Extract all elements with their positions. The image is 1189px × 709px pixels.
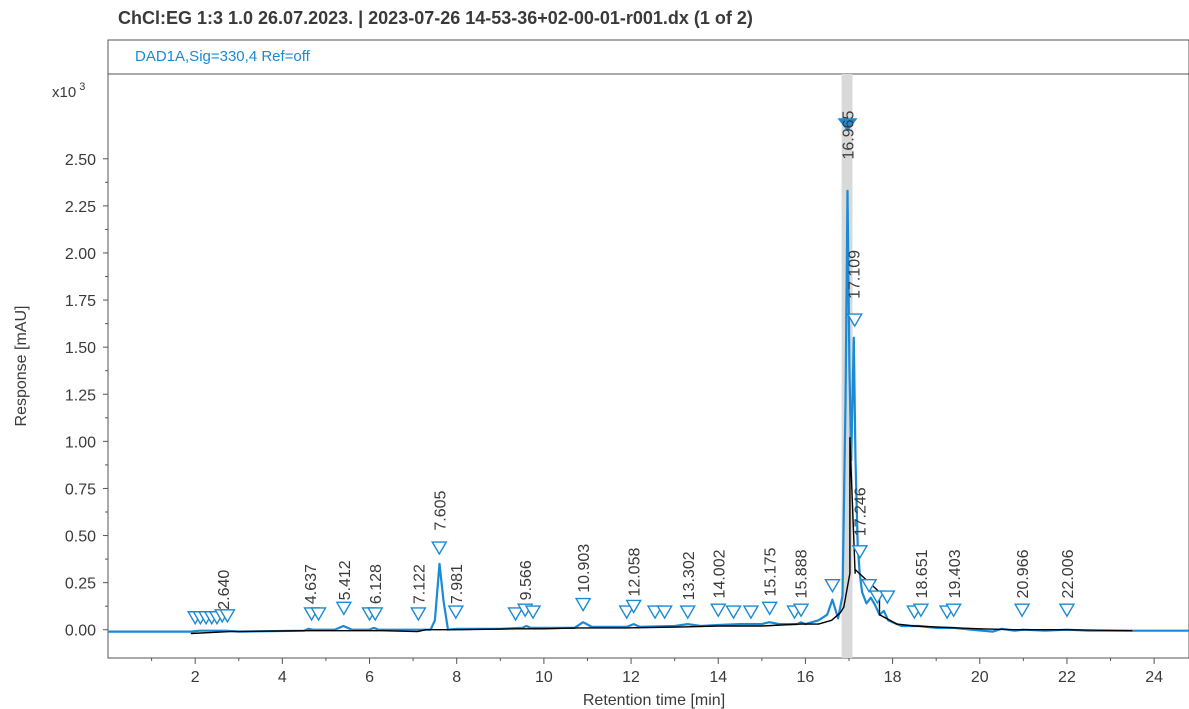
peak-rt-label: 7.122 — [411, 564, 428, 604]
peak-marker — [618, 605, 635, 620]
x-tick-label: 6 — [365, 669, 374, 686]
peak-marker — [410, 607, 427, 622]
baseline-trace — [190, 436, 1133, 635]
x-tick-label: 8 — [452, 669, 461, 686]
peak-rt-label: 15.175 — [762, 548, 779, 597]
peak-rt-label: 7.605 — [432, 490, 449, 530]
y-tick-label: 2.00 — [65, 246, 96, 263]
peak-rt-label: 7.981 — [449, 564, 466, 604]
y-tick-label: 1.75 — [65, 293, 96, 310]
peak-marker — [761, 601, 778, 616]
peak-rt-label: 22.006 — [1060, 549, 1077, 598]
peak-marker — [219, 609, 236, 624]
y-tick-label: 1.50 — [65, 340, 96, 357]
signal-label: DAD1A,Sig=330,4 Ref=off — [135, 48, 311, 65]
peak-rt-label: 18.651 — [914, 549, 931, 598]
peak-rt-label: 17.109 — [847, 250, 864, 299]
peak-rt-label: 13.302 — [681, 551, 698, 600]
peak-marker — [912, 603, 930, 618]
peak-marker — [879, 590, 896, 605]
peak-rt-label: 6.128 — [368, 564, 385, 604]
peak-rt-label: 17.246 — [853, 487, 870, 536]
peak-marker — [507, 607, 524, 622]
peak-marker — [869, 590, 886, 605]
peak-marker — [335, 601, 353, 616]
peak-marker — [625, 599, 642, 614]
peak-rt-label: 16.965 — [840, 110, 857, 159]
peak-marker — [656, 605, 673, 620]
x-tick-label: 18 — [884, 669, 902, 686]
peak-marker — [1013, 603, 1031, 618]
peak-rt-label: 20.966 — [1015, 549, 1032, 598]
peak-rt-label: 2.640 — [216, 570, 233, 610]
y-axis-label: Response [mAU] — [13, 306, 30, 427]
x-tick-label: 20 — [971, 669, 989, 686]
peak-marker — [742, 605, 760, 620]
x-tick-label: 10 — [535, 669, 553, 686]
x-tick-label: 14 — [709, 669, 727, 686]
plot-layer: 0.00 0.25 0.50 0.75 1.00 1.25 1.50 1.75 2.00 2.25… — [65, 74, 1189, 686]
y-multiplier-base: x10 — [52, 84, 76, 101]
peak-marker — [310, 607, 327, 622]
y-tick-label: 2.50 — [65, 152, 96, 169]
peak-rt-label: 15.888 — [794, 549, 811, 598]
peak-marker — [679, 605, 696, 620]
peak-marker — [824, 579, 841, 594]
peak-marker — [710, 603, 727, 618]
peak-marker — [574, 597, 592, 612]
peak-marker — [524, 605, 542, 620]
highlight-band — [841, 74, 853, 658]
peak-rt-label: 19.403 — [947, 549, 964, 598]
peak-rt-label: 5.412 — [337, 560, 354, 600]
y-tick-label: 0.00 — [65, 623, 96, 640]
peak-rt-label: 12.058 — [627, 548, 644, 597]
x-tick-label: 16 — [797, 669, 815, 686]
peak-rt-label: 4.637 — [303, 564, 320, 604]
peak-marker — [851, 545, 869, 560]
peak-marker — [366, 607, 384, 622]
y-tick-label: 2.25 — [65, 199, 96, 216]
y-tick-label: 0.75 — [65, 481, 96, 498]
y-tick-label: 1.00 — [65, 434, 96, 451]
x-axis-label: Retention time [min] — [583, 692, 725, 709]
x-tick-label: 12 — [622, 669, 640, 686]
peak-rt-label: 10.903 — [576, 544, 593, 593]
peak-marker — [860, 579, 878, 594]
y-tick-label: 1.25 — [65, 387, 96, 404]
peak-rt-label: 9.566 — [518, 560, 535, 600]
chart-title: ChCl:EG 1:3 1.0 26.07.2023. | 2023-07-26… — [118, 8, 753, 28]
peak-marker — [792, 603, 810, 618]
apex-marker — [837, 118, 858, 132]
y-multiplier-label: x10 3 — [52, 81, 85, 101]
peak-rt-label: 14.002 — [711, 549, 728, 598]
y-multiplier-exponent: 3 — [79, 81, 85, 93]
x-tick-label: 4 — [278, 669, 287, 686]
x-tick-label: 2 — [191, 669, 200, 686]
y-tick-label: 0.50 — [65, 529, 96, 546]
x-tick-label: 24 — [1145, 669, 1163, 686]
y-tick-label: 0.25 — [65, 576, 96, 593]
peak-marker — [1058, 603, 1076, 618]
x-tick-label: 22 — [1058, 669, 1076, 686]
peak-marker — [646, 605, 664, 620]
peak-marker — [846, 313, 863, 328]
plot-frame — [107, 39, 1189, 659]
peak-marker — [945, 603, 962, 618]
peak-marker — [447, 605, 465, 620]
peak-marker — [725, 605, 742, 620]
peak-marker — [431, 541, 448, 556]
